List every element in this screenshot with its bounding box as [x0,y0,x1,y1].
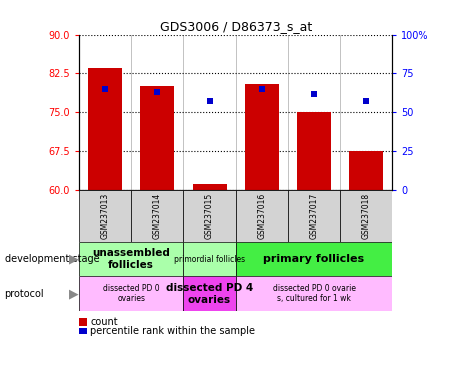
Bar [236,242,392,276]
Text: GSM237017: GSM237017 [309,193,318,239]
Text: GSM237016: GSM237016 [257,193,266,239]
Point [154,89,161,95]
Bar [184,190,236,242]
Text: development stage: development stage [5,254,99,264]
Text: GSM237015: GSM237015 [205,193,214,239]
Text: GSM237013: GSM237013 [101,193,110,239]
Bar [236,190,288,242]
Text: GSM237018: GSM237018 [362,193,371,239]
Bar [193,184,226,190]
Point [310,91,318,97]
Bar [349,151,383,190]
Text: ▶: ▶ [69,253,78,266]
Text: ▶: ▶ [69,287,78,300]
Title: GDS3006 / D86373_s_at: GDS3006 / D86373_s_at [160,20,312,33]
Point [101,86,109,92]
Bar [297,113,331,190]
Point [206,98,213,104]
Bar [245,84,279,190]
Text: count: count [90,317,118,327]
Point [258,86,265,92]
Bar [88,68,122,190]
Text: primordial follicles: primordial follicles [174,255,245,264]
Text: primary follicles: primary follicles [263,254,364,264]
Bar [79,242,184,276]
Text: dissected PD 0 ovarie
s, cultured for 1 wk: dissected PD 0 ovarie s, cultured for 1 … [272,284,355,303]
Text: protocol: protocol [5,289,44,299]
Text: unassembled
follicles: unassembled follicles [92,248,170,270]
Text: dissected PD 4
ovaries: dissected PD 4 ovaries [166,283,253,305]
Bar [184,276,236,311]
Bar [288,190,340,242]
Bar [340,190,392,242]
Bar [131,190,184,242]
Text: GSM237014: GSM237014 [153,193,162,239]
Point [363,98,370,104]
Bar [79,276,184,311]
Bar [184,242,236,276]
Bar [236,276,392,311]
Bar [79,190,131,242]
Text: dissected PD 0
ovaries: dissected PD 0 ovaries [103,284,160,303]
Bar [140,86,174,190]
Text: percentile rank within the sample: percentile rank within the sample [90,326,255,336]
